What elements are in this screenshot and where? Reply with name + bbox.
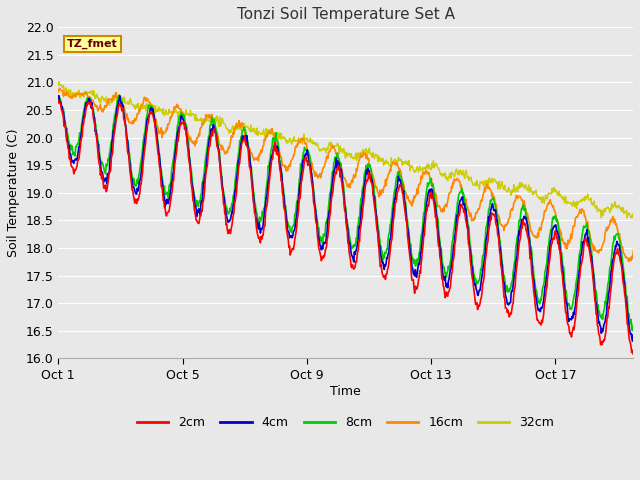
Legend: 2cm, 4cm, 8cm, 16cm, 32cm: 2cm, 4cm, 8cm, 16cm, 32cm xyxy=(132,411,559,434)
Y-axis label: Soil Temperature (C): Soil Temperature (C) xyxy=(7,129,20,257)
Text: TZ_fmet: TZ_fmet xyxy=(67,39,118,49)
Title: Tonzi Soil Temperature Set A: Tonzi Soil Temperature Set A xyxy=(237,7,454,22)
X-axis label: Time: Time xyxy=(330,384,361,397)
